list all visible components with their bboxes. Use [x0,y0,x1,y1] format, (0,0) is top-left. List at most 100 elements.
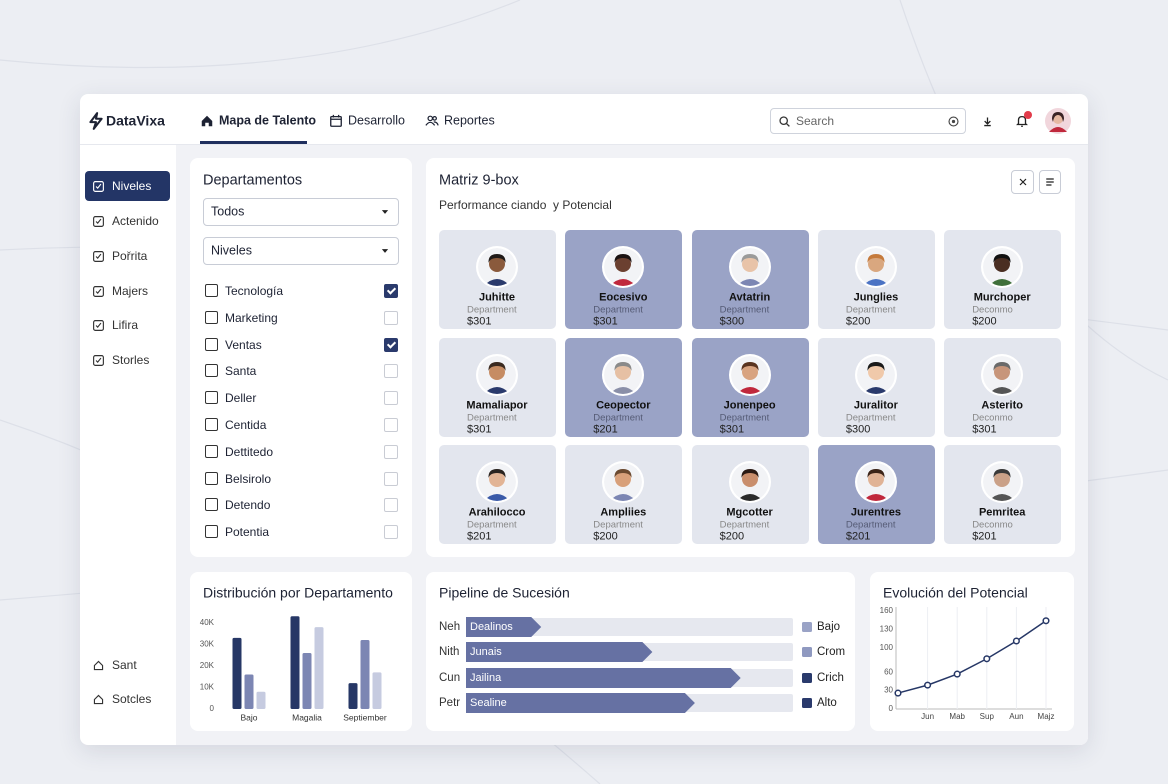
checkbox[interactable] [205,444,218,458]
select[interactable] [203,198,399,226]
employee-department: Department [593,411,643,423]
user-avatar [1045,108,1071,134]
search-placeholder: Search [796,113,835,128]
checkbox[interactable] [205,498,218,512]
bar [466,617,542,637]
employee-salary: $201 [467,530,492,543]
y-tick-label: 10K [200,683,215,692]
employee-department: Department [719,304,770,316]
point [983,655,991,663]
employee-department: Department [593,304,643,316]
checkbox-secondary[interactable] [384,310,398,325]
employee-department: Deconmo [972,304,1013,316]
notification-icon [1016,115,1028,127]
checkbox-secondary[interactable] [384,444,398,459]
employee-avatar [854,246,897,288]
y-tick-label: 0 [210,704,215,713]
employee-salary: $301 [467,315,492,328]
checkbox[interactable] [205,471,218,485]
employee-department: Deconmo [972,519,1013,531]
sidebar-footer-item[interactable]: Sotcles [112,691,152,706]
checkbox-secondary[interactable] [384,391,398,406]
filter-label: Centida [225,417,267,432]
checkbox-secondary[interactable] [384,525,398,540]
select-value: Niveles [211,243,252,258]
sidebar-icon [92,354,104,366]
employee-salary: $301 [719,422,745,435]
checkbox-secondary[interactable] [384,498,398,513]
select-caret [381,249,389,253]
employee-avatar [854,461,897,503]
nav-active-underline [200,141,307,144]
checkbox[interactable] [205,310,218,324]
employee-salary: $200 [719,530,745,543]
filter-label: Santa [225,364,257,379]
employee-department: Department [845,519,896,531]
y-tick-label: 160 [880,606,894,615]
sidebar-item[interactable]: Majers [112,283,149,298]
chart: Evolución del Potencial 0 30 60 100 130 160 Jun… [880,585,1055,721]
checkbox-secondary[interactable] [384,418,398,432]
employee-salary: $201 [845,530,871,543]
nav-item[interactable]: Desarrollo [348,113,405,128]
employee-avatar [476,353,518,396]
bar [466,693,695,713]
sidebar-footer-item[interactable]: Sant [112,657,137,672]
employee-department: Department [845,411,896,423]
checkbox-secondary[interactable] [384,337,398,352]
search-box[interactable] [770,108,966,134]
x-tick-label: Majz [1038,712,1055,721]
sidebar-item[interactable]: Niveles [112,178,152,193]
checkmark [386,285,397,295]
bar [290,616,300,709]
employee-avatar [728,246,771,288]
sidebar-item[interactable]: Lifira [112,317,139,332]
sidebar-icon [92,180,104,192]
employee-avatar [602,246,645,288]
employee-name: Eocesivo [599,291,648,304]
employee-avatar [602,461,645,503]
bar [466,642,653,662]
checkmark [386,338,397,349]
employee-name: Ceopector [596,398,651,411]
checkbox[interactable] [205,284,218,297]
nav-item[interactable]: Mapa de Talento [219,113,317,128]
x-tick-label: Jun [921,712,934,721]
bar-label: Sealine [470,697,507,709]
checkbox-secondary[interactable] [384,284,398,298]
filter-label: Dettitedo [225,444,274,459]
select-value: Todos [211,204,245,219]
sidebar-icon [92,250,104,262]
checkbox[interactable] [205,525,218,539]
legend-swatch [802,647,812,657]
legend-swatch [802,622,812,632]
sidebar-item[interactable]: Actenido [112,213,159,228]
sidebar-item[interactable]: Storles [112,352,150,367]
checkbox[interactable] [205,418,218,431]
employee-salary: $200 [972,315,997,328]
select[interactable] [203,237,399,265]
checkbox-secondary[interactable] [384,364,398,379]
checkbox[interactable] [205,364,218,378]
y-tick-label: 100 [880,643,894,652]
employee-salary: $301 [972,422,997,435]
filter-label: Ventas [225,337,262,352]
logo-icon [89,112,103,130]
employee-salary: $300 [719,315,745,328]
sidebar-icon [92,285,104,297]
employee-avatar [602,353,645,396]
row-label: Nith [439,646,459,658]
nav-item[interactable]: Reportes [444,113,495,128]
employee-avatar [476,461,518,503]
employee-name: Juhitte [478,291,516,304]
checkbox-secondary[interactable] [384,471,398,486]
sidebar-item[interactable]: Pořrita [112,248,148,263]
menu-icon [1046,178,1054,186]
employee-department: Department [719,411,770,423]
employee-department: Department [467,304,517,316]
checkbox[interactable] [205,391,218,405]
employee-name: Mgcotter [726,506,773,519]
employee-avatar [981,246,1024,288]
checkbox[interactable] [205,337,218,351]
